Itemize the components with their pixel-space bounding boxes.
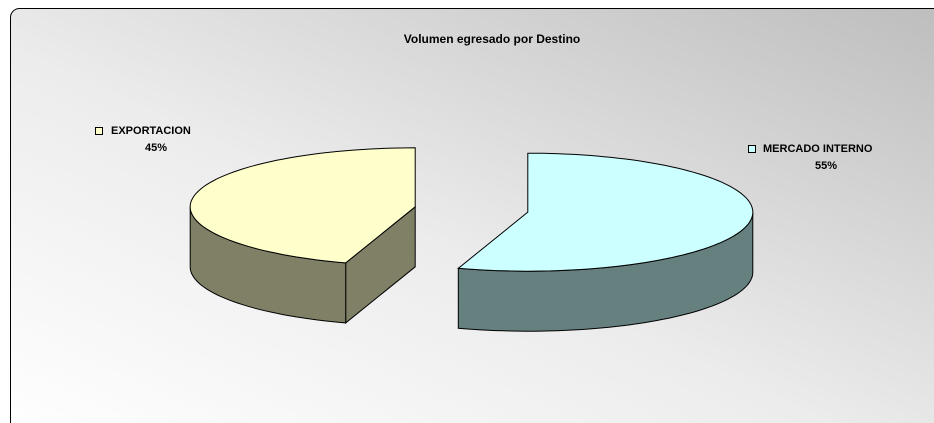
slice	[457, 152, 754, 272]
legend-key	[95, 127, 103, 135]
data-label-category: EXPORTACION	[111, 125, 191, 137]
slice	[189, 147, 416, 264]
data-label-category: MERCADO INTERNO	[763, 143, 873, 155]
data-label-value: 45%	[145, 142, 167, 154]
chart-area	[10, 8, 934, 423]
legend-key	[748, 145, 756, 153]
data-label-value: 55%	[815, 160, 837, 172]
chart-title: Volumen egresado por Destino	[404, 32, 580, 46]
